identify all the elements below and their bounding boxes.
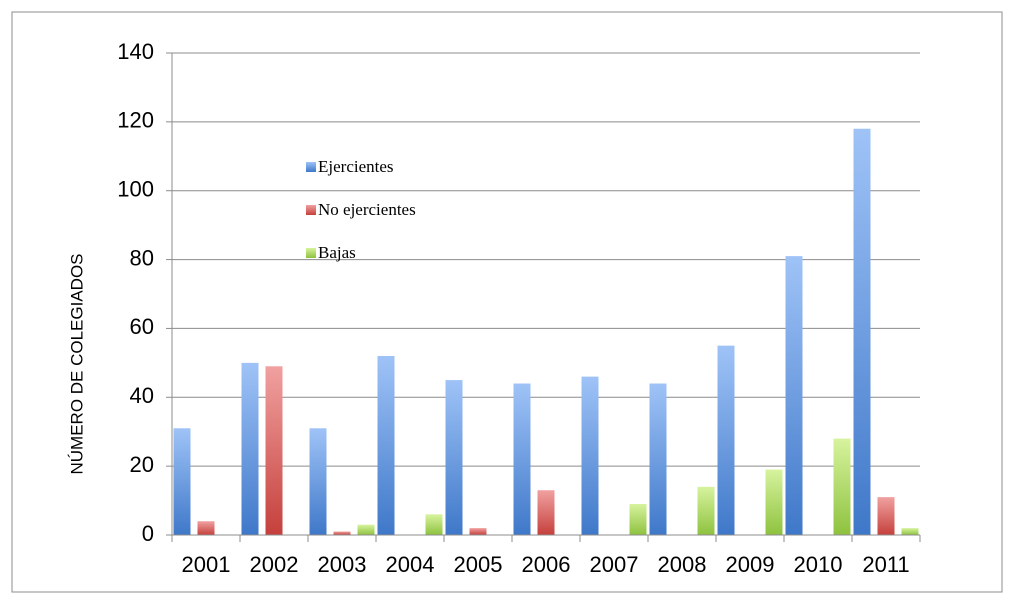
bar-no-ejercientes-2002 xyxy=(265,366,283,535)
bar-bajas-2010 xyxy=(833,438,851,535)
y-tick-label: 0 xyxy=(142,521,154,546)
x-tick-label: 2006 xyxy=(522,552,571,577)
x-tick-label: 2001 xyxy=(182,552,231,577)
bar-bajas-2007 xyxy=(629,504,647,535)
bar-no-ejercientes-2005 xyxy=(469,528,487,535)
y-tick-label: 20 xyxy=(130,452,154,477)
bar-no-ejercientes-2001 xyxy=(197,521,215,535)
x-tick-label: 2011 xyxy=(862,552,909,577)
legend: Ejercientes No ejercientes Bajas xyxy=(306,157,416,262)
y-tick-labels: 0 20 40 60 80 100 120 140 xyxy=(117,39,154,546)
bar-ejercientes-2004 xyxy=(377,355,395,535)
bar-ejercientes-2007 xyxy=(581,376,599,535)
legend-label: Ejercientes xyxy=(318,157,394,176)
bar-bajas-2008 xyxy=(697,486,715,535)
y-tick-label: 40 xyxy=(130,383,154,408)
bar-ejercientes-2010 xyxy=(785,256,803,535)
y-tick-label: 60 xyxy=(130,314,154,339)
y-tick-label: 120 xyxy=(117,108,154,133)
bar-no-ejercientes-2011 xyxy=(877,497,895,535)
bar-ejercientes-2001 xyxy=(173,428,191,535)
legend-label: Bajas xyxy=(318,243,356,262)
bar-bajas-2009 xyxy=(765,469,783,535)
legend-label: No ejercientes xyxy=(318,200,416,219)
y-tick-label: 100 xyxy=(117,177,154,202)
bar-bajas-2004 xyxy=(425,514,443,535)
x-tick-label: 2004 xyxy=(386,552,435,577)
bar-ejercientes-2003 xyxy=(309,428,327,535)
x-tick-label: 2008 xyxy=(658,552,707,577)
y-tick-label: 80 xyxy=(130,245,154,270)
bar-no-ejercientes-2006 xyxy=(537,490,555,535)
x-tick-label: 2002 xyxy=(250,552,299,577)
bar-bajas-2003 xyxy=(357,524,375,535)
bar-no-ejercientes-2003 xyxy=(333,531,351,535)
axes xyxy=(166,52,921,542)
legend-swatch-ejercientes xyxy=(306,162,316,172)
x-tick-label: 2010 xyxy=(794,552,843,577)
x-tick-label: 2005 xyxy=(454,552,503,577)
legend-swatch-no-ejercientes xyxy=(306,205,316,215)
bar-ejercientes-2005 xyxy=(445,380,463,535)
bar-ejercientes-2008 xyxy=(649,383,667,535)
bar-ejercientes-2006 xyxy=(513,383,531,535)
bar-ejercientes-2009 xyxy=(717,345,735,535)
bar-ejercientes-2011 xyxy=(853,128,871,535)
bar-ejercientes-2002 xyxy=(241,362,259,535)
x-tick-labels: 2001 2002 2003 2004 2005 2006 2007 2008 2009 2010… xyxy=(182,552,910,577)
bars xyxy=(173,128,919,535)
y-axis-label: NÚMERO DE COLEGIADOS xyxy=(67,253,86,474)
legend-swatch-bajas xyxy=(306,248,316,258)
x-tick-label: 2003 xyxy=(318,552,367,577)
bar-bajas-2011 xyxy=(901,528,919,535)
y-tick-label: 140 xyxy=(117,39,154,64)
x-tick-label: 2007 xyxy=(590,552,639,577)
x-tick-label: 2009 xyxy=(726,552,775,577)
